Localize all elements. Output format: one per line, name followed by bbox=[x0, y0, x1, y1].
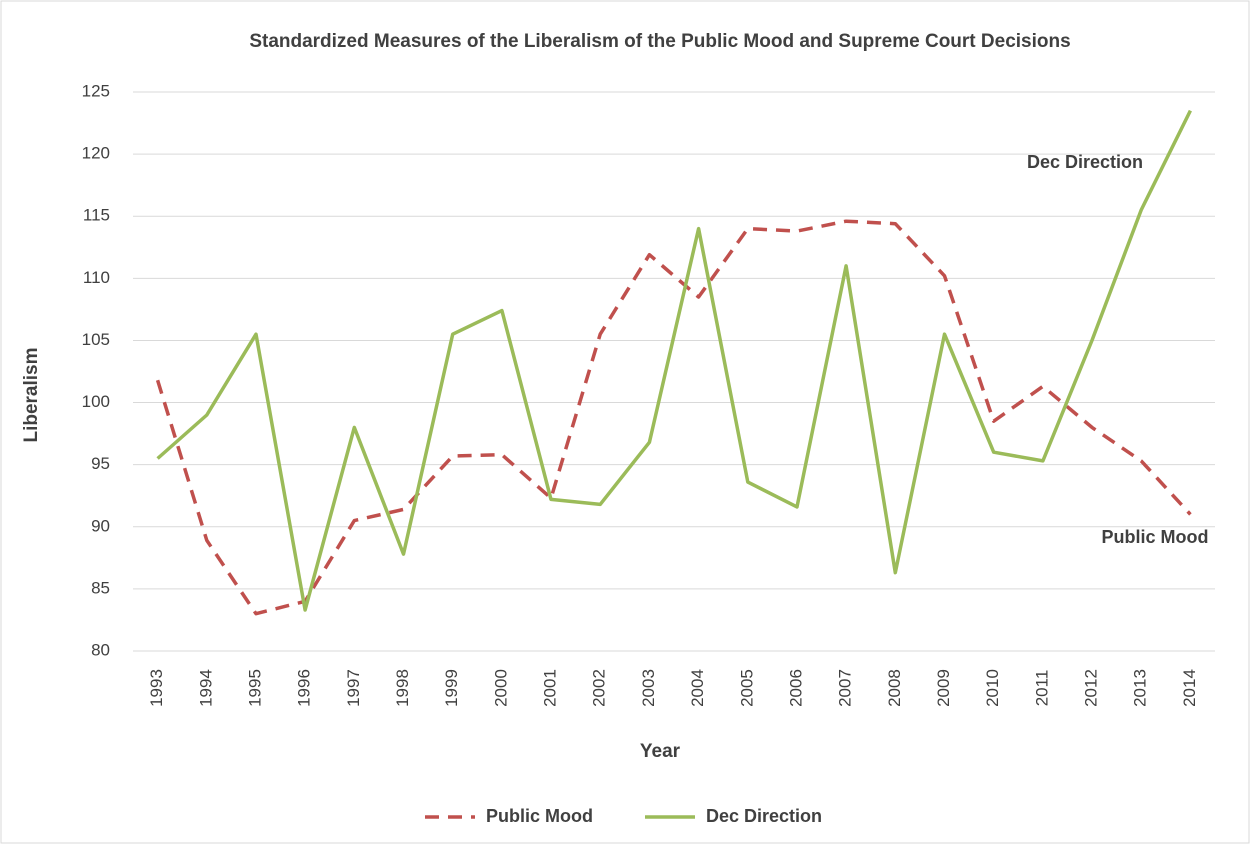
y-tick-label: 100 bbox=[82, 392, 110, 411]
x-tick-label: 2011 bbox=[1032, 670, 1051, 707]
x-tick-label: 2009 bbox=[934, 669, 953, 707]
x-tick-label: 2014 bbox=[1180, 669, 1199, 707]
y-axis-label: Liberalism bbox=[21, 347, 42, 442]
x-tick-label: 2013 bbox=[1131, 669, 1150, 707]
x-tick-label: 2001 bbox=[541, 669, 560, 707]
x-tick-label: 2007 bbox=[836, 669, 855, 707]
x-tick-label: 2006 bbox=[786, 669, 805, 707]
y-tick-label: 115 bbox=[83, 206, 110, 225]
x-tick-label: 2004 bbox=[688, 669, 707, 707]
x-tick-label: 2005 bbox=[737, 669, 756, 707]
x-axis-label: Year bbox=[640, 741, 681, 762]
y-tick-label: 80 bbox=[91, 640, 110, 659]
x-tick-label: 1997 bbox=[344, 669, 363, 707]
x-tick-label: 1999 bbox=[442, 669, 461, 707]
y-tick-label: 125 bbox=[82, 81, 110, 100]
x-tick-label: 1994 bbox=[196, 669, 215, 707]
annotation: Dec Direction bbox=[1027, 152, 1143, 172]
y-tick-label: 95 bbox=[91, 454, 110, 473]
y-tick-label: 105 bbox=[82, 330, 110, 349]
legend-label: Public Mood bbox=[486, 806, 593, 826]
y-tick-label: 120 bbox=[82, 144, 110, 163]
data-line bbox=[155, 219, 1192, 616]
x-tick-label: 2002 bbox=[590, 669, 609, 707]
x-tick-label: 2000 bbox=[491, 669, 510, 707]
data-line bbox=[156, 109, 1192, 612]
chart-title: Standardized Measures of the Liberalism … bbox=[249, 31, 1070, 52]
y-tick-label: 85 bbox=[91, 578, 110, 597]
annotation: Public Mood bbox=[1102, 527, 1209, 547]
x-tick-label: 2008 bbox=[885, 669, 904, 707]
x-tick-label: 1998 bbox=[393, 669, 412, 707]
x-tick-label: 1995 bbox=[245, 669, 264, 707]
x-tick-label: 1996 bbox=[295, 669, 314, 707]
y-tick-label: 90 bbox=[91, 516, 110, 535]
legend-label: Dec Direction bbox=[706, 806, 822, 826]
x-tick-label: 2003 bbox=[639, 669, 658, 707]
x-tick-label: 2012 bbox=[1082, 669, 1101, 707]
y-tick-label: 110 bbox=[83, 268, 110, 287]
x-tick-label: 1993 bbox=[147, 669, 166, 707]
x-tick-label: 2010 bbox=[983, 669, 1002, 707]
